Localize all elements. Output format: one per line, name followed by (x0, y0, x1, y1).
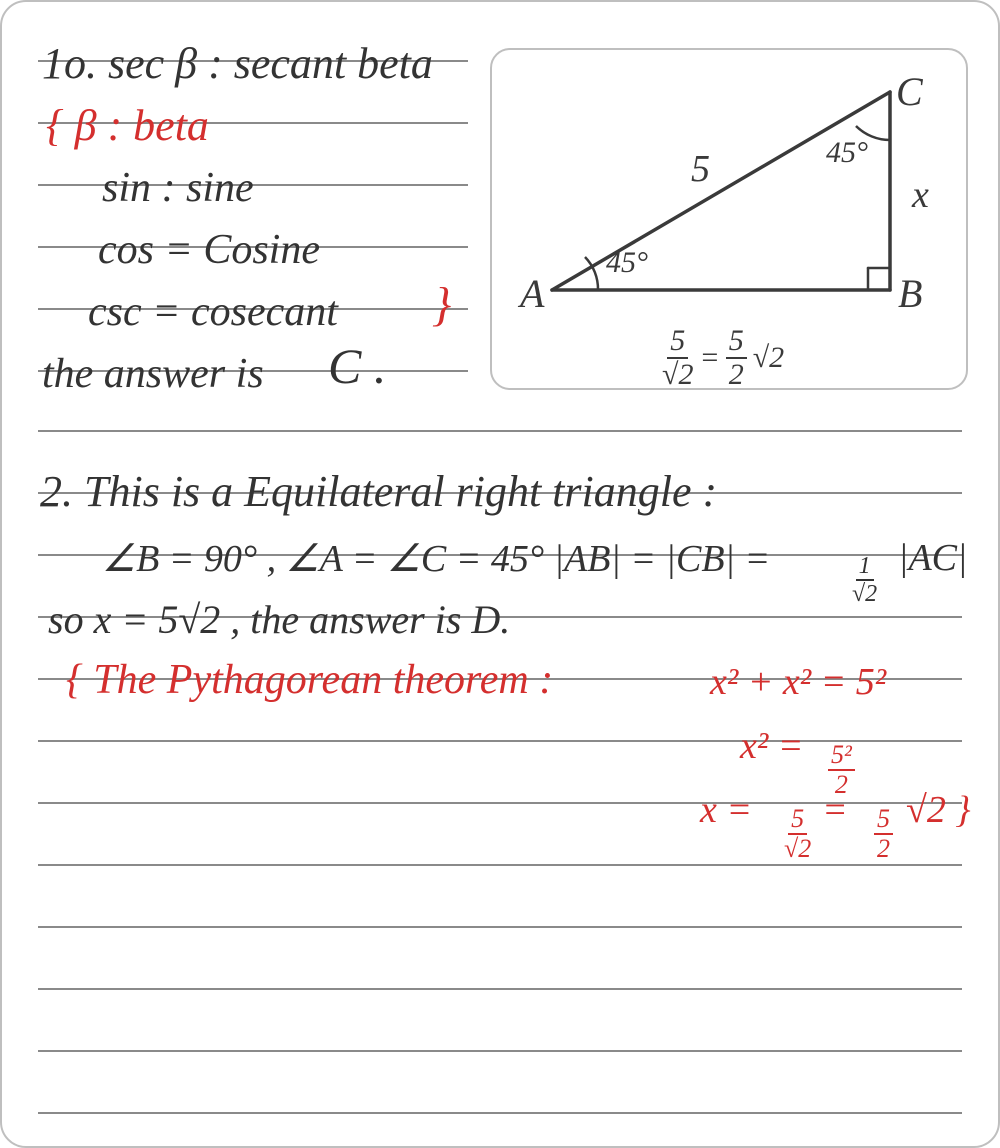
diagram-label: 45° (826, 136, 868, 170)
rule-line (38, 926, 962, 928)
rule-line (38, 740, 962, 742)
diagram-label: 45° (606, 246, 648, 280)
handwriting-line: } (432, 277, 451, 332)
handwriting-line: sin : sine (102, 164, 254, 212)
handwriting-line: x² + x² = 5² (710, 660, 886, 704)
handwriting-line: 1o. sec β : secant beta (42, 38, 433, 89)
handwriting-line: 2. This is a Equilateral right triangle … (40, 466, 717, 517)
handwriting-line: csc = cosecant (88, 288, 338, 336)
handwriting-line: √2 } (906, 788, 971, 832)
handwriting-line: x² = (740, 724, 803, 768)
rule-line (38, 988, 962, 990)
triangle-diagram: C A B 5 x 45° 45° 5√2=52√2 (490, 48, 968, 390)
fraction: 1√2 (852, 554, 877, 606)
handwriting-line: |AC| (898, 536, 967, 580)
handwriting-line: ∠B = 90° , ∠A = ∠C = 45° |AB| = |CB| = (102, 536, 770, 581)
fraction: 52 (874, 806, 893, 862)
diagram-label: C (896, 68, 923, 115)
handwriting-line: so x = 5√2 , the answer is D. (48, 596, 510, 643)
notebook-page: C A B 5 x 45° 45° 5√2=52√2 1o. sec β : secant b… (0, 0, 1000, 1148)
rule-line (38, 1112, 962, 1114)
rule-line (38, 1050, 962, 1052)
rule-line (38, 864, 962, 866)
diagram-label: x (912, 173, 929, 217)
handwriting-line: { β : beta (46, 100, 209, 151)
fraction: 5√2 (784, 806, 811, 862)
fraction: 5²2 (828, 742, 855, 798)
diagram-label: B (898, 270, 922, 317)
handwriting-line: x = (700, 788, 752, 832)
handwriting-line: { The Pythagorean theorem : (66, 656, 553, 704)
handwriting-line: the answer is (42, 350, 264, 398)
handwriting-line: C . (328, 337, 386, 395)
diagram-label: 5 (691, 147, 710, 191)
handwriting-line: cos = Cosine (98, 226, 320, 274)
diagram-equation: 5√2=52√2 (662, 326, 784, 390)
rule-line (38, 430, 962, 432)
diagram-label: A (520, 270, 544, 317)
